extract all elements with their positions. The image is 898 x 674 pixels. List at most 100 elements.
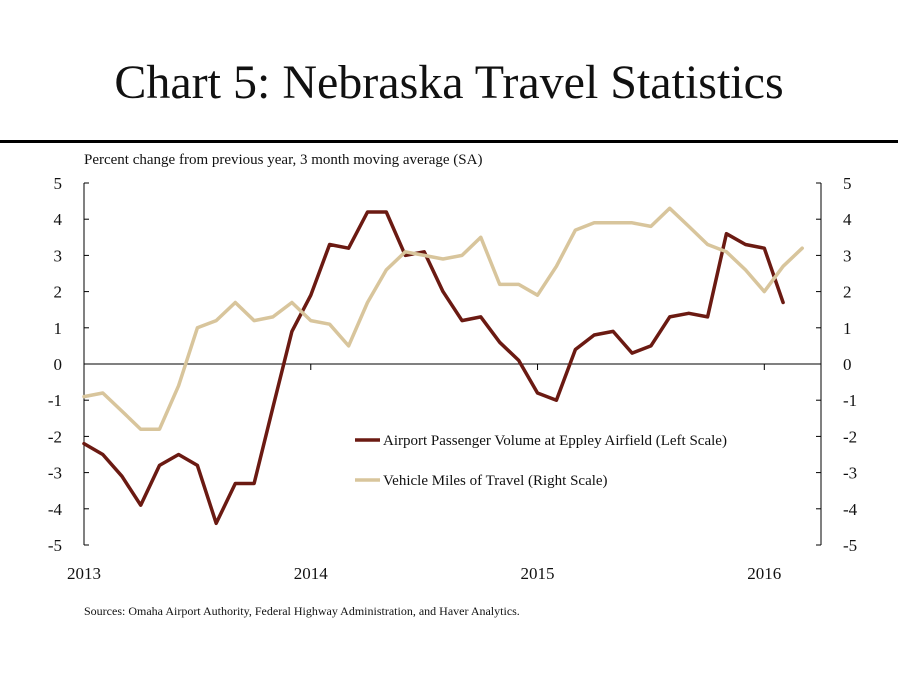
data-point-airport bbox=[744, 243, 747, 246]
data-point-vmt bbox=[404, 251, 407, 253]
data-point-airport bbox=[177, 453, 180, 456]
data-point-vmt bbox=[688, 225, 690, 228]
y-tick-label-right: 2 bbox=[843, 283, 852, 302]
data-point-airport bbox=[536, 392, 539, 394]
data-point-vmt bbox=[574, 229, 577, 231]
y-tick-label-left: 3 bbox=[54, 246, 63, 265]
data-point-vmt bbox=[593, 222, 595, 224]
chart-subtitle: Percent change from previous year, 3 mon… bbox=[84, 152, 483, 168]
y-tick-label-left: 1 bbox=[54, 319, 63, 338]
data-point-airport bbox=[102, 453, 104, 456]
data-point-vmt bbox=[215, 319, 217, 322]
y-tick-label-left: 2 bbox=[54, 283, 63, 302]
data-point-vmt bbox=[668, 207, 671, 210]
y-tick-label-left: -1 bbox=[48, 391, 62, 410]
data-point-airport bbox=[139, 504, 142, 507]
data-point-airport bbox=[121, 475, 123, 478]
y-tick-label-left: -4 bbox=[48, 500, 63, 519]
y-tick-label-right: 0 bbox=[843, 355, 852, 374]
data-point-vmt bbox=[121, 410, 123, 412]
y-tick-label-right: 3 bbox=[843, 246, 852, 265]
data-point-vmt bbox=[328, 323, 331, 326]
title-divider bbox=[0, 140, 898, 143]
data-point-vmt bbox=[196, 327, 199, 329]
series-line-airport bbox=[82, 210, 785, 526]
data-point-vmt bbox=[555, 265, 558, 268]
y-tick-label-right: 1 bbox=[843, 319, 852, 338]
x-tick-label: 2014 bbox=[294, 564, 329, 583]
data-point-airport bbox=[310, 294, 312, 297]
data-point-vmt bbox=[83, 395, 85, 398]
data-point-vmt bbox=[177, 384, 180, 387]
data-point-airport bbox=[215, 522, 217, 525]
data-point-vmt bbox=[291, 301, 293, 304]
data-point-airport bbox=[442, 290, 444, 293]
data-point-vmt bbox=[234, 301, 237, 304]
data-point-airport bbox=[423, 251, 426, 253]
data-point-vmt bbox=[423, 254, 426, 257]
y-tick-label-right: -2 bbox=[843, 427, 857, 446]
data-point-airport bbox=[291, 330, 293, 333]
y-tick-label-right: 4 bbox=[843, 210, 852, 229]
data-point-vmt bbox=[650, 225, 652, 228]
data-point-airport bbox=[461, 319, 463, 322]
data-point-vmt bbox=[102, 392, 104, 394]
x-tick-label: 2016 bbox=[747, 564, 781, 583]
data-point-airport bbox=[234, 482, 237, 485]
data-point-airport bbox=[158, 464, 161, 467]
legend-label-airport: Airport Passenger Volume at Eppley Airfi… bbox=[383, 433, 727, 449]
data-point-vmt bbox=[612, 222, 614, 224]
data-point-airport bbox=[650, 345, 652, 347]
data-point-vmt bbox=[536, 294, 539, 297]
data-point-airport bbox=[555, 399, 558, 402]
data-point-airport bbox=[517, 359, 520, 362]
y-tick-label-left: -5 bbox=[48, 536, 62, 555]
y-tick-label-right: -5 bbox=[843, 536, 857, 555]
data-point-airport bbox=[706, 316, 709, 318]
data-point-airport bbox=[347, 247, 350, 249]
data-point-vmt bbox=[347, 345, 350, 347]
data-point-vmt bbox=[385, 269, 388, 271]
y-tick-label-right: -1 bbox=[843, 391, 857, 410]
data-point-vmt bbox=[725, 251, 728, 253]
data-point-vmt bbox=[744, 269, 747, 271]
data-point-airport bbox=[668, 316, 671, 318]
data-point-airport bbox=[272, 406, 274, 409]
data-point-airport bbox=[688, 312, 690, 315]
page-title: Chart 5: Nebraska Travel Statistics bbox=[114, 56, 784, 109]
data-point-airport bbox=[498, 341, 501, 344]
data-point-airport bbox=[253, 482, 255, 485]
data-point-vmt bbox=[158, 428, 161, 431]
data-point-vmt bbox=[139, 428, 142, 431]
data-point-vmt bbox=[461, 254, 463, 257]
data-point-vmt bbox=[801, 247, 803, 249]
data-point-vmt bbox=[366, 301, 369, 304]
data-point-vmt bbox=[706, 243, 709, 246]
y-tick-label-right: -4 bbox=[843, 500, 858, 519]
data-point-airport bbox=[83, 442, 85, 445]
data-point-airport bbox=[404, 254, 407, 257]
data-point-airport bbox=[366, 211, 369, 213]
data-point-airport bbox=[725, 232, 728, 235]
data-point-vmt bbox=[631, 222, 633, 224]
legend-label-vmt: Vehicle Miles of Travel (Right Scale) bbox=[383, 473, 608, 489]
data-point-airport bbox=[631, 352, 633, 354]
data-point-vmt bbox=[517, 283, 520, 286]
data-point-airport bbox=[196, 464, 199, 467]
data-point-airport bbox=[480, 316, 482, 318]
y-tick-label-right: -3 bbox=[843, 464, 857, 483]
data-point-airport bbox=[612, 330, 614, 333]
data-point-airport bbox=[593, 334, 595, 336]
data-point-vmt bbox=[310, 319, 312, 322]
data-point-vmt bbox=[253, 319, 255, 322]
data-point-airport bbox=[574, 348, 577, 351]
data-point-airport bbox=[782, 301, 784, 304]
data-point-vmt bbox=[498, 283, 501, 286]
y-tick-label-left: -3 bbox=[48, 464, 62, 483]
x-tick-label: 2015 bbox=[521, 564, 555, 583]
y-tick-label-left: 5 bbox=[54, 174, 63, 193]
data-point-vmt bbox=[442, 258, 444, 260]
data-point-airport bbox=[328, 243, 331, 246]
data-point-vmt bbox=[782, 265, 784, 268]
x-tick-label: 2013 bbox=[67, 564, 101, 583]
